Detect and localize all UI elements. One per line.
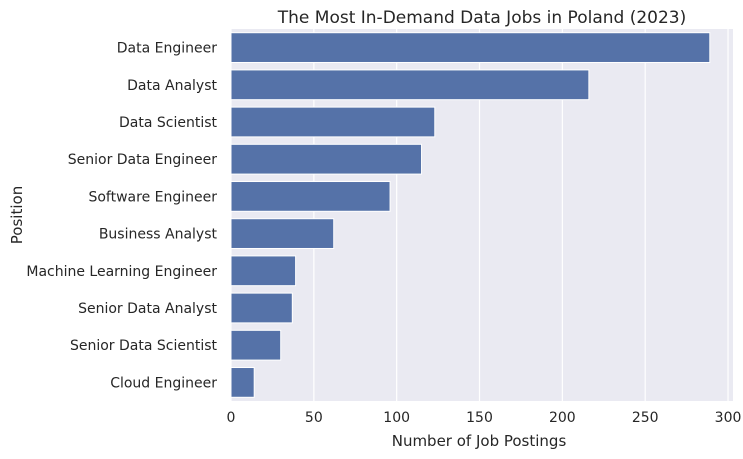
x-tick-label: 50: [305, 410, 323, 426]
bar-cloud-engineer: [230, 367, 255, 398]
bar-data-analyst: [230, 69, 590, 101]
y-axis-label: Position: [8, 186, 26, 244]
chart-title: The Most In-Demand Data Jobs in Poland (…: [277, 8, 686, 28]
bar-business-analyst: [230, 218, 335, 249]
y-tick-label: Software Engineer: [88, 189, 217, 205]
bars: [230, 32, 711, 398]
y-tick-label: Data Analyst: [127, 78, 217, 94]
y-tick-label: Data Engineer: [117, 41, 217, 57]
y-tick-label: Cloud Engineer: [110, 375, 217, 391]
x-tick-label: 150: [466, 410, 493, 426]
y-tick-label: Data Scientist: [119, 115, 218, 131]
y-tick-label: Machine Learning Engineer: [26, 264, 217, 280]
x-tick-label: 250: [632, 410, 659, 426]
bar-software-engineer: [230, 181, 391, 212]
x-tick-labels: 0 50 100 150 200 250 300: [227, 410, 742, 426]
bar-machine-learning-engineer: [230, 255, 297, 287]
bar-data-engineer: [230, 32, 711, 63]
bar-senior-data-scientist: [230, 329, 282, 361]
y-tick-label: Senior Data Analyst: [78, 301, 217, 317]
x-tick-label: 100: [383, 410, 410, 426]
bar-data-scientist: [230, 106, 436, 138]
x-tick-label: 300: [715, 410, 742, 426]
x-tick-label: 200: [549, 410, 576, 426]
bar-senior-data-analyst: [230, 292, 293, 324]
y-tick-label: Senior Data Scientist: [70, 338, 218, 354]
bar-senior-data-engineer: [230, 143, 423, 175]
x-tick-label: 0: [227, 410, 236, 426]
y-tick-label: Business Analyst: [99, 227, 218, 243]
y-tick-labels: Data Engineer Data Analyst Data Scientist S…: [26, 41, 217, 392]
x-axis-label: Number of Job Postings: [392, 432, 567, 450]
y-tick-label: Senior Data Engineer: [68, 152, 218, 168]
